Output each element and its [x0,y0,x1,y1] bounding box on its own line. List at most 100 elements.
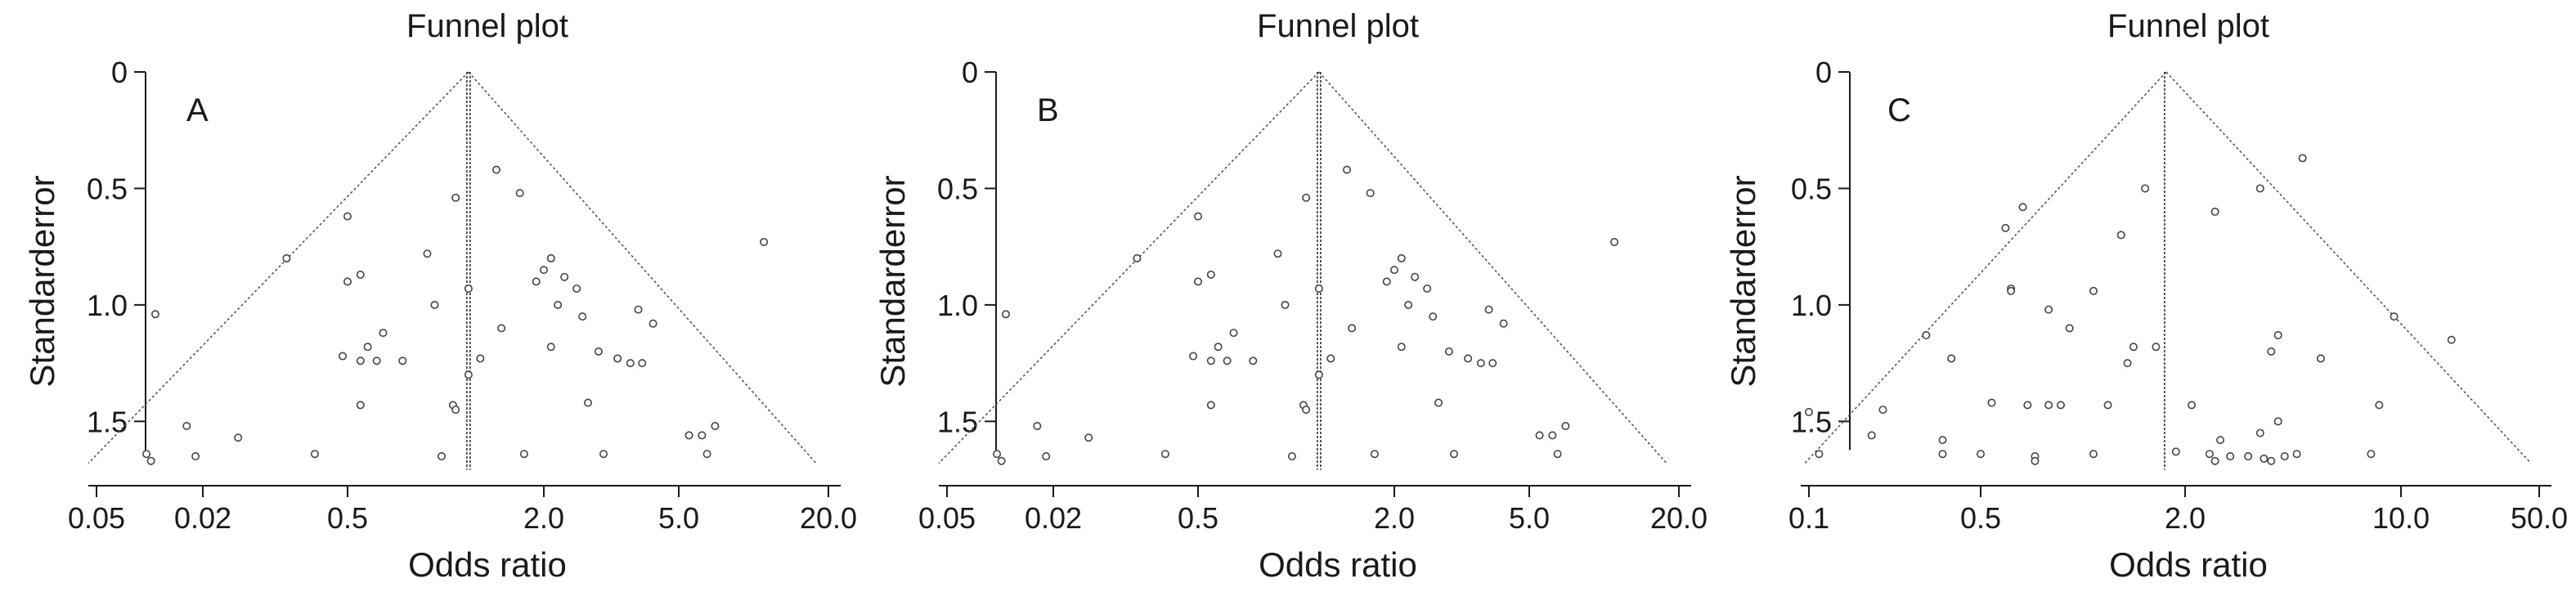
study-point [2188,401,2197,410]
study-point [2103,401,2112,410]
study-point [1429,312,1438,321]
y-tick-label: 1.0 [87,289,128,322]
study-point [1987,398,1996,407]
study-point [146,456,155,465]
x-tick-label: 0.1 [1788,501,1829,535]
study-point [1610,237,1619,246]
study-point [1404,300,1413,309]
study-point [1302,193,1311,202]
study-point [2210,456,2219,465]
study-point [1348,324,1357,333]
study-point [1922,330,1931,339]
study-point [282,253,291,262]
y-tick-label: 0.5 [937,172,978,205]
chart-title: Funnel plot [2107,8,2269,44]
chart-title: Funnel plot [1257,8,1419,44]
study-point [1326,354,1335,363]
study-point [1488,359,1497,368]
y-tick-label: 0 [111,56,128,89]
study-point [1160,450,1169,459]
study-point [1194,277,1203,286]
study-point [2129,343,2138,352]
study-point [379,329,388,338]
study-point [1561,422,1570,431]
study-point [2089,286,2098,295]
study-point [711,422,720,431]
funnel-right-boundary [1318,71,1667,464]
x-tick-label: 5.0 [658,501,699,535]
study-point [1084,433,1093,442]
study-point [343,277,352,286]
study-point [191,452,200,461]
x-axis-label: Odds ratio [408,545,567,584]
study-point [1397,343,1406,352]
study-point [2171,447,2180,456]
study-point [2210,207,2219,216]
study-point [539,266,548,275]
y-tick-label: 1.5 [937,405,978,438]
study-point [2292,450,2301,459]
x-tick-label: 0.02 [1025,501,1082,535]
x-tick-label: 2.0 [2165,501,2206,535]
study-point [1042,452,1051,461]
study-point [1314,370,1323,379]
study-point [2018,203,2027,212]
study-point [1867,431,1876,440]
study-point [1548,431,1557,440]
study-point [1223,357,1232,366]
study-point [310,450,319,459]
study-point [2152,343,2161,352]
chart-title: Funnel plot [406,8,568,44]
study-point [451,406,460,415]
study-point [1423,284,1432,293]
study-point [2123,359,2132,368]
study-point [613,354,622,363]
study-point [2023,401,2032,410]
study-point [1476,359,1485,368]
study-point [1194,212,1203,221]
study-point [2280,452,2289,461]
x-tick-label: 2.0 [1374,501,1415,535]
study-point [356,401,365,410]
y-axis-label: Standarderror [873,175,912,387]
study-point [1553,450,1562,459]
study-point [2375,401,2384,410]
study-point [1938,436,1947,445]
panel-label: A [186,92,209,128]
study-point [1464,354,1473,363]
study-point [578,312,587,321]
x-axis-label: Odds ratio [2109,545,2268,584]
study-point [2044,401,2053,410]
study-point [2141,184,2150,193]
study-point [476,354,485,363]
x-tick-label: 0.05 [68,501,125,535]
study-point [1370,450,1379,459]
study-point [2298,154,2307,163]
x-tick-label: 0.05 [918,501,976,535]
study-point [2255,184,2264,193]
study-point [2244,452,2253,461]
study-point [1206,270,1215,279]
study-point [464,370,473,379]
study-point [1947,354,1956,363]
study-point [356,357,365,366]
panel-label: B [1037,92,1059,128]
study-point [2031,456,2040,465]
x-tick-label: 0.02 [174,501,231,535]
study-point [430,300,439,309]
study-point [993,450,1002,459]
x-tick-label: 0.5 [327,501,368,535]
study-point [151,310,160,319]
study-point [1343,165,1352,174]
study-point [2044,305,2053,314]
funnel-left-boundary [1804,71,2167,464]
study-point [492,165,501,174]
study-point [2267,347,2276,356]
study-point [2273,417,2282,426]
study-point [760,237,769,246]
study-point [2267,456,2276,465]
study-point [532,277,541,286]
study-point [1450,450,1459,459]
study-point [594,347,603,356]
study-point [1411,272,1420,281]
